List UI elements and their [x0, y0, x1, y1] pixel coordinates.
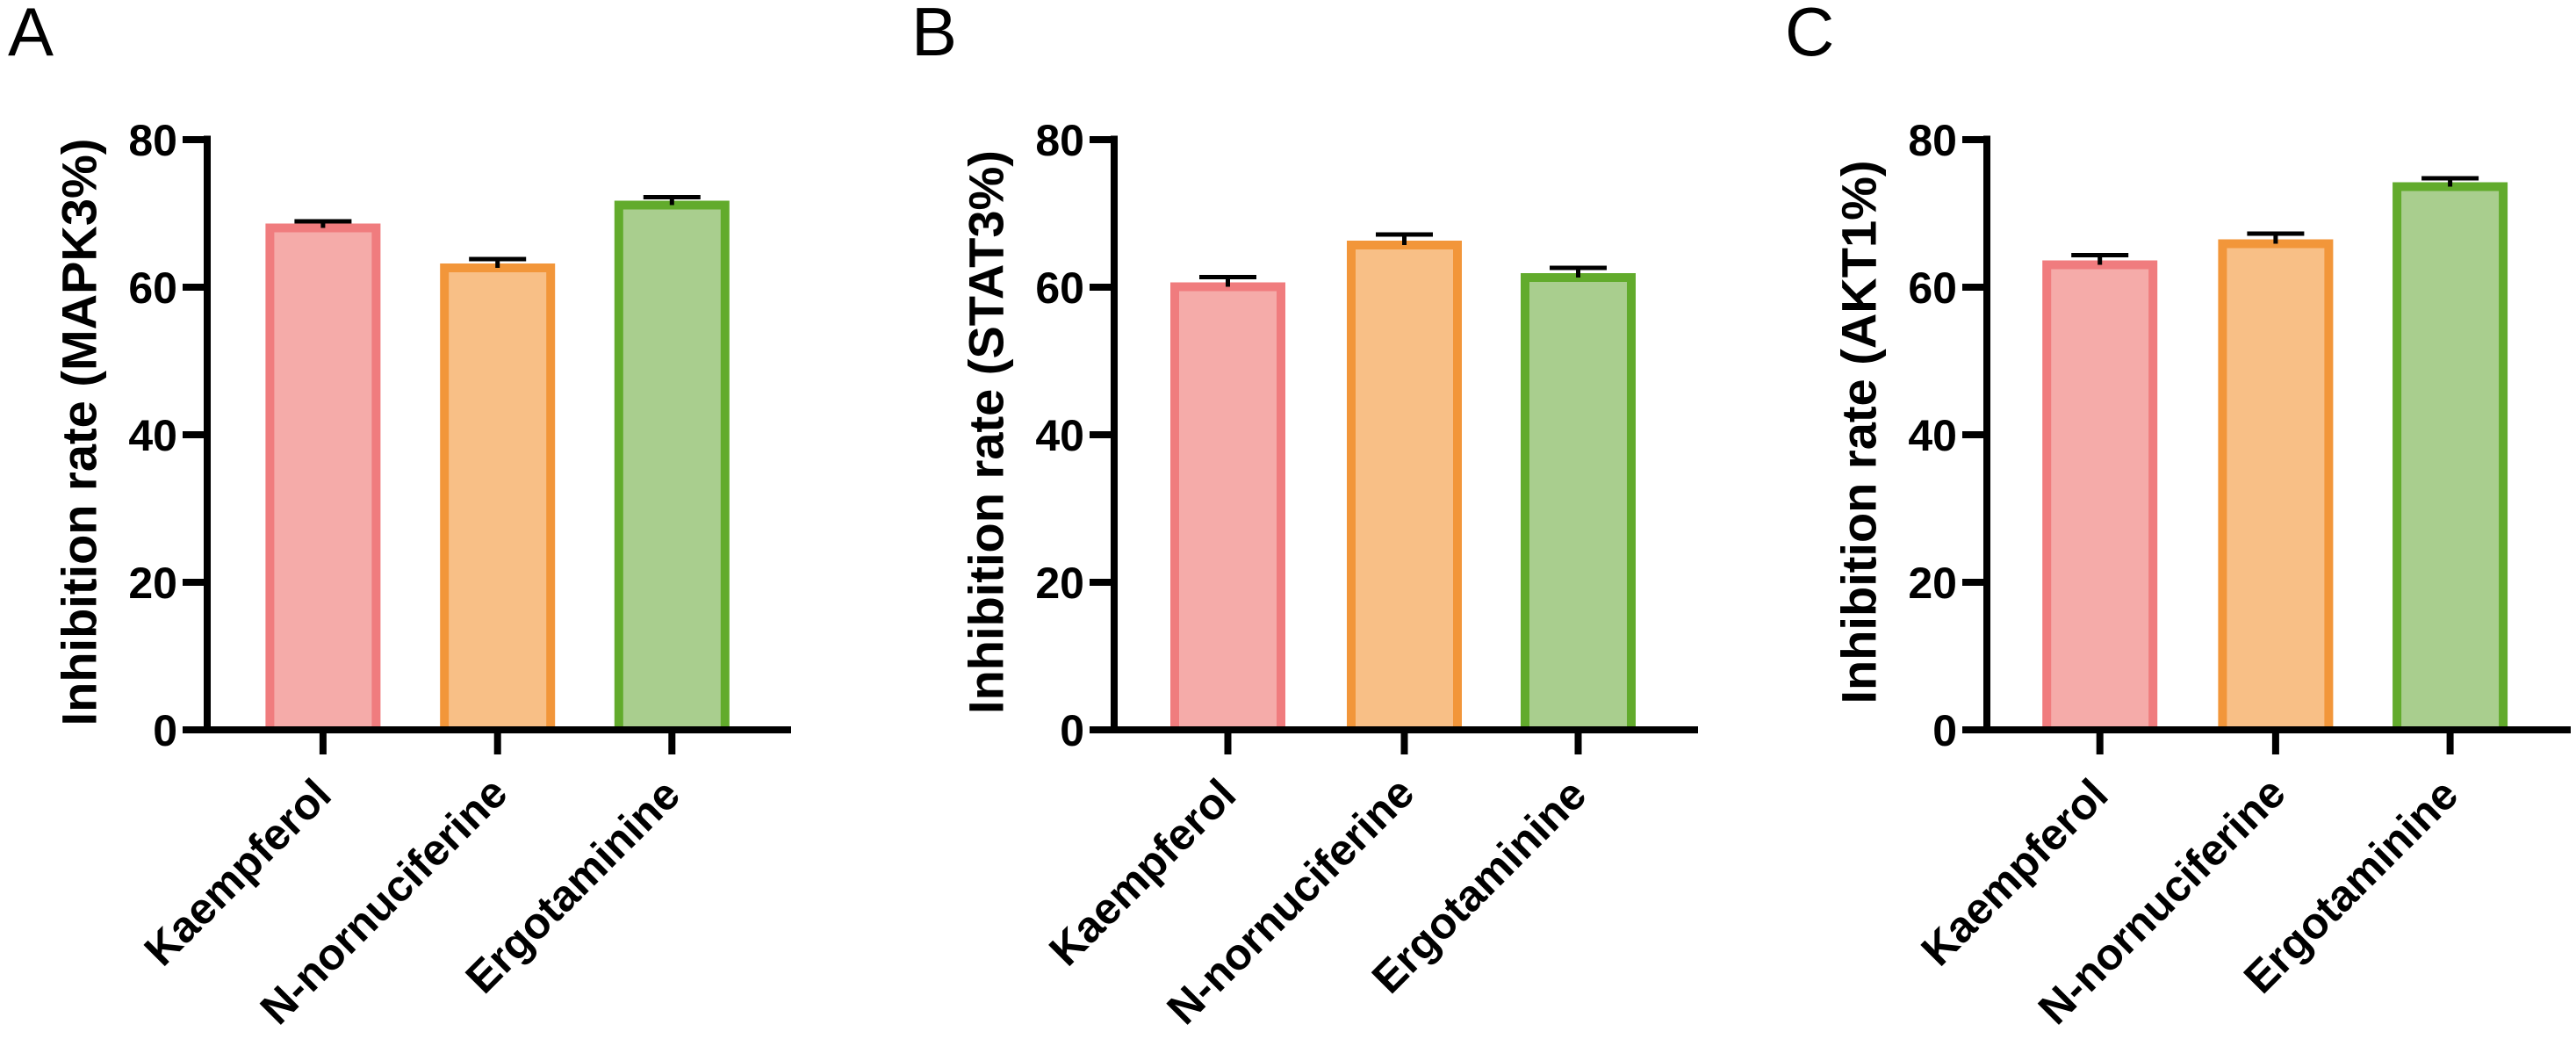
svg-text:Inhibition rate (MAPK3%): Inhibition rate (MAPK3%) — [52, 139, 107, 726]
svg-text:20: 20 — [128, 559, 177, 608]
svg-text:0: 0 — [1932, 706, 1957, 755]
svg-text:Inhibition rate (AKT1%): Inhibition rate (AKT1%) — [1831, 160, 1887, 703]
svg-text:20: 20 — [1908, 559, 1957, 608]
svg-text:60: 60 — [128, 263, 177, 313]
svg-text:80: 80 — [1908, 116, 1957, 165]
svg-text:80: 80 — [128, 116, 177, 165]
svg-text:40: 40 — [128, 411, 177, 460]
svg-text:20: 20 — [1035, 559, 1084, 608]
svg-text:80: 80 — [1035, 116, 1084, 165]
svg-text:Inhibition rate (STAT3%): Inhibition rate (STAT3%) — [959, 150, 1014, 714]
svg-text:60: 60 — [1035, 263, 1084, 313]
svg-text:60: 60 — [1908, 263, 1957, 313]
svg-text:C: C — [1785, 0, 1834, 70]
svg-text:0: 0 — [153, 706, 177, 755]
svg-text:40: 40 — [1035, 411, 1084, 460]
svg-text:0: 0 — [1060, 706, 1084, 755]
svg-text:A: A — [8, 0, 54, 70]
svg-text:B: B — [911, 0, 957, 70]
svg-text:40: 40 — [1908, 411, 1957, 460]
